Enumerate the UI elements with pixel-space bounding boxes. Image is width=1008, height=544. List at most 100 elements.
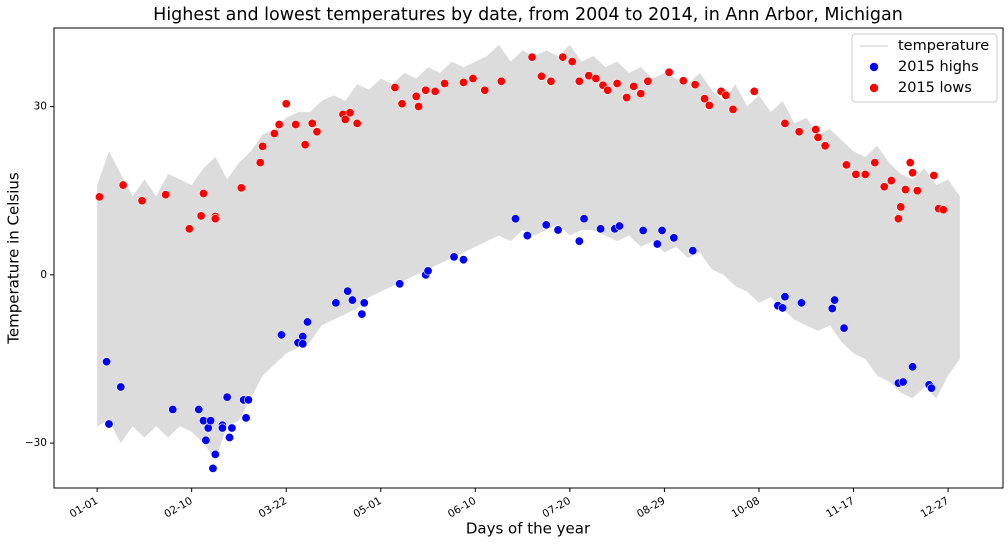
data-point [414, 102, 424, 112]
x-tick-label: 05-01 [351, 495, 383, 521]
y-tick-label: 0 [40, 269, 47, 281]
data-point [194, 404, 204, 414]
data-point [184, 224, 194, 234]
x-tick-label: 07-20 [540, 495, 572, 521]
x-tick-label: 08-29 [635, 495, 667, 521]
data-point [700, 94, 710, 104]
data-point [225, 433, 235, 443]
data-point [851, 169, 861, 179]
data-point [340, 114, 350, 124]
data-point [458, 255, 468, 265]
data-point [95, 192, 105, 202]
data-point [440, 79, 450, 89]
data-point [227, 423, 237, 433]
x-axis-label: Days of the year [466, 520, 591, 538]
temperature-band [97, 44, 960, 460]
data-point [258, 141, 268, 151]
data-point [118, 180, 128, 190]
data-point [820, 141, 830, 151]
data-point [678, 76, 688, 86]
data-point [704, 100, 714, 110]
y-axis-label: Temperature in Celsius [5, 172, 23, 345]
data-point [652, 239, 662, 249]
data-point [796, 298, 806, 308]
data-point [449, 252, 459, 262]
data-point [841, 160, 851, 170]
data-point [352, 118, 362, 128]
data-point [236, 183, 246, 193]
data-point [929, 171, 939, 181]
data-point [208, 463, 218, 473]
legend-label: 2015 highs [898, 59, 979, 75]
data-point [669, 233, 679, 243]
data-point [827, 303, 837, 313]
data-point [612, 79, 622, 89]
data-point [636, 89, 646, 99]
data-point [423, 266, 433, 276]
data-point [553, 225, 563, 235]
x-tick-label: 11-17 [824, 495, 856, 521]
data-point [905, 158, 915, 168]
data-point [116, 382, 126, 392]
data-point [421, 85, 431, 95]
data-point [104, 419, 114, 429]
data-point [908, 168, 918, 178]
data-point [728, 104, 738, 114]
data-point [908, 362, 918, 372]
data-point [886, 176, 896, 186]
data-point [870, 158, 880, 168]
data-point [536, 71, 546, 81]
data-point [458, 77, 468, 87]
data-point [830, 295, 840, 305]
data-point [269, 128, 279, 138]
data-point [926, 383, 936, 393]
data-point [243, 395, 253, 405]
x-tick-label: 12-27 [919, 495, 951, 521]
data-point [558, 52, 568, 62]
legend-marker [869, 62, 879, 72]
data-point [614, 221, 624, 231]
x-tick-label: 10-08 [730, 495, 762, 521]
data-point [567, 57, 577, 67]
plot-frame [53, 27, 1004, 489]
data-point [657, 226, 667, 236]
data-point [780, 292, 790, 302]
chart-title: Highest and lowest temperatures by date,… [153, 5, 903, 25]
data-point [196, 211, 206, 221]
data-point [893, 214, 903, 224]
data-point [546, 76, 556, 86]
legend-label: temperature [898, 38, 989, 54]
data-point [274, 119, 284, 129]
data-point [780, 118, 790, 128]
data-point [596, 224, 606, 234]
data-point [510, 214, 520, 224]
data-point [938, 205, 948, 215]
data-point [664, 67, 674, 77]
data-point [541, 220, 551, 230]
data-point [574, 236, 584, 246]
data-point [217, 423, 227, 433]
data-point [343, 286, 353, 296]
data-point [255, 158, 265, 168]
data-point [603, 85, 613, 95]
data-point [622, 93, 632, 103]
x-tick-label: 01-01 [68, 495, 100, 521]
data-point [860, 169, 870, 179]
data-point [397, 99, 407, 109]
data-point [298, 339, 308, 349]
data-point [222, 392, 232, 402]
data-point [811, 125, 821, 135]
data-point [201, 435, 211, 445]
data-point [912, 186, 922, 196]
data-point [347, 295, 357, 305]
legend-label: 2015 lows [898, 80, 972, 96]
data-point [496, 76, 506, 86]
data-point [778, 303, 788, 313]
data-point [579, 214, 589, 224]
data-point [721, 90, 731, 100]
data-point [591, 73, 601, 83]
data-point [281, 99, 291, 109]
data-point [643, 76, 653, 86]
data-point [307, 118, 317, 128]
